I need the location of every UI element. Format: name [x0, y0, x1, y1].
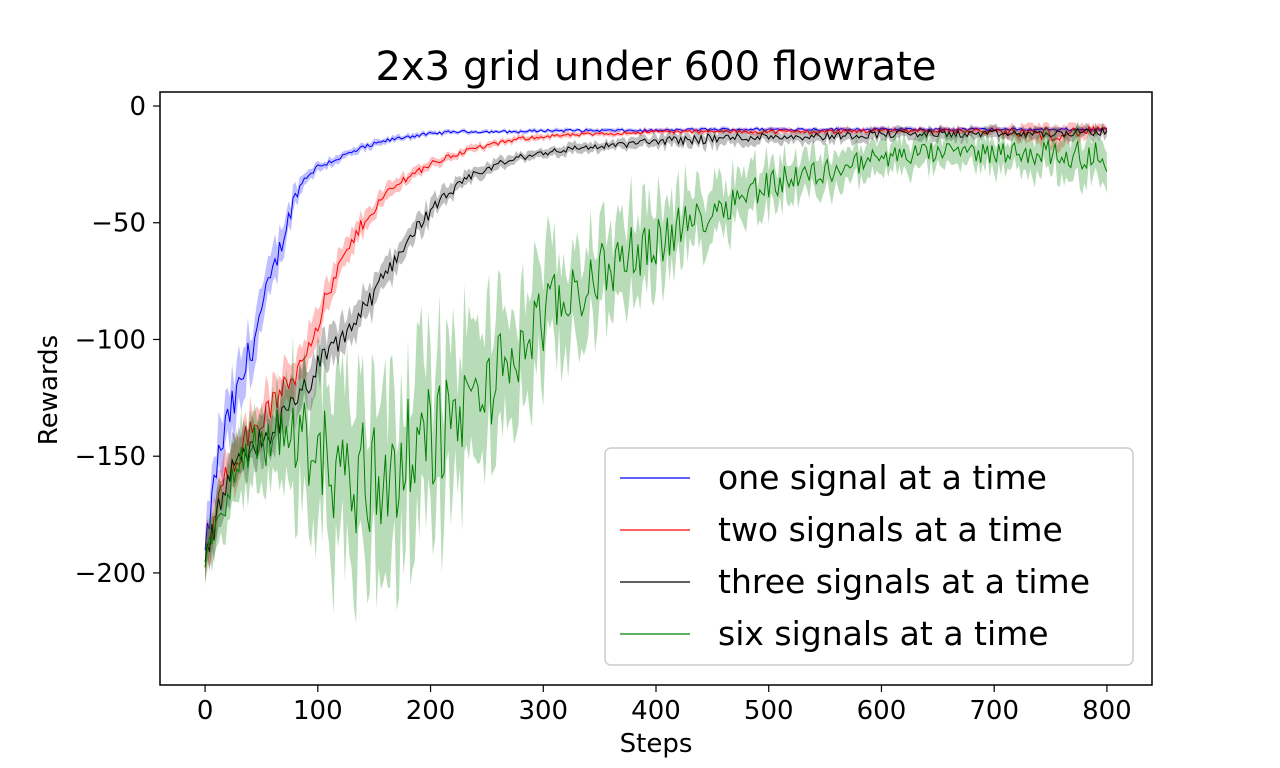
legend-label-two: two signals at a time	[718, 510, 1063, 549]
chart-title: 2x3 grid under 600 flowrate	[376, 44, 937, 90]
series-three	[204, 122, 1108, 582]
x-tick-label: 500	[744, 696, 794, 726]
plot-area	[204, 122, 1108, 624]
x-tick-label: 600	[857, 696, 907, 726]
x-tick-label: 200	[406, 696, 456, 726]
x-tick-label: 100	[293, 696, 343, 726]
x-axis: 0 100 200 300 400 500 600 700 800	[197, 685, 1132, 726]
line-one	[204, 127, 1108, 551]
line-six	[204, 139, 1108, 568]
y-tick-label: −100	[75, 325, 146, 355]
line-two	[204, 125, 1108, 568]
series-six	[204, 122, 1108, 624]
y-tick-label: −200	[75, 559, 146, 589]
legend: one signal at a time two signals at a tim…	[604, 447, 1134, 666]
y-tick-label: −150	[75, 442, 146, 472]
x-axis-label: Steps	[620, 729, 693, 759]
legend-label-six: six signals at a time	[718, 614, 1049, 653]
x-tick-label: 800	[1082, 696, 1132, 726]
y-tick-label: 0	[129, 92, 146, 122]
x-tick-label: 300	[518, 696, 568, 726]
x-tick-label: 400	[631, 696, 681, 726]
band-six	[205, 122, 1107, 624]
legend-label-one: one signal at a time	[718, 458, 1047, 497]
y-axis: 0 −50 −100 −150 −200	[75, 92, 160, 589]
legend-box	[604, 447, 1134, 666]
y-tick-label: −50	[91, 209, 146, 239]
x-tick-label: 0	[197, 696, 214, 726]
series-one	[204, 125, 1108, 571]
x-tick-label: 700	[969, 696, 1019, 726]
line-three	[204, 126, 1108, 563]
series-two	[204, 122, 1108, 589]
y-axis-label: Rewards	[34, 335, 64, 445]
legend-label-three: three signals at a time	[718, 562, 1090, 601]
